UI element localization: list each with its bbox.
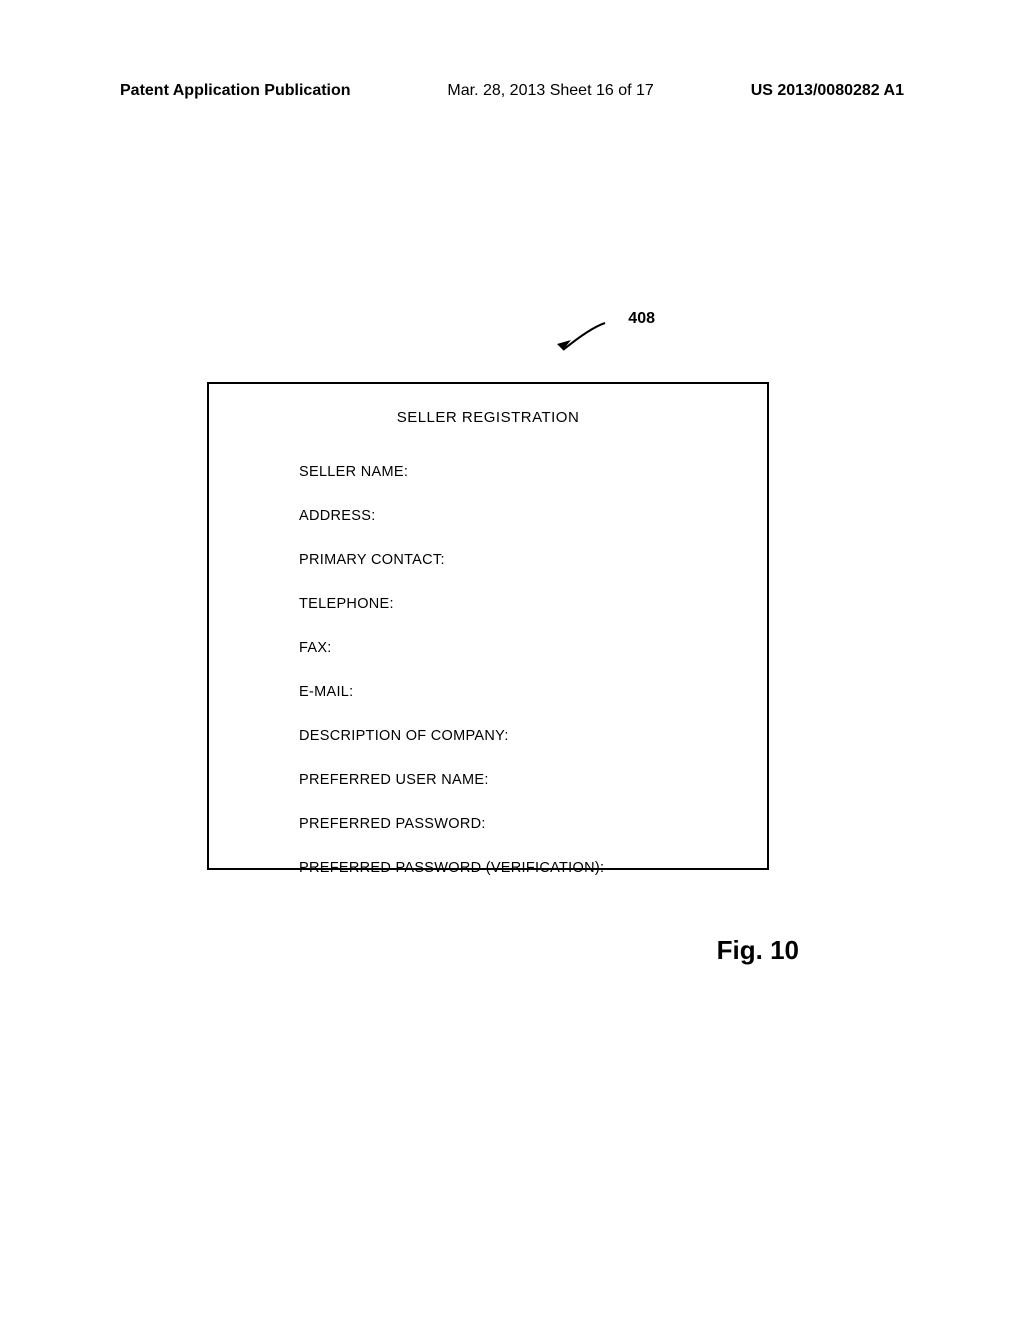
header-publication: Patent Application Publication [120,82,351,100]
field-password: PREFERRED PASSWORD: [299,816,677,832]
callout-number: 408 [628,310,655,328]
field-primary-contact: PRIMARY CONTACT: [299,552,677,568]
field-seller-name: SELLER NAME: [299,464,677,480]
page-header: Patent Application Publication Mar. 28, … [0,82,1024,100]
field-company-description: DESCRIPTION OF COMPANY: [299,728,677,744]
field-password-verify: PREFERRED PASSWORD (VERIFICATION): [299,860,677,876]
registration-form-box: SELLER REGISTRATION SELLER NAME: ADDRESS… [207,382,769,870]
field-telephone: TELEPHONE: [299,596,677,612]
callout-arrow-icon [555,320,610,355]
field-username: PREFERRED USER NAME: [299,772,677,788]
header-date-sheet: Mar. 28, 2013 Sheet 16 of 17 [447,82,653,100]
form-title: SELLER REGISTRATION [299,409,677,426]
header-patent-number: US 2013/0080282 A1 [751,82,904,100]
figure-label: Fig. 10 [717,935,799,966]
field-fax: FAX: [299,640,677,656]
field-address: ADDRESS: [299,508,677,524]
reference-callout: 408 [555,310,655,360]
field-email: E-MAIL: [299,684,677,700]
